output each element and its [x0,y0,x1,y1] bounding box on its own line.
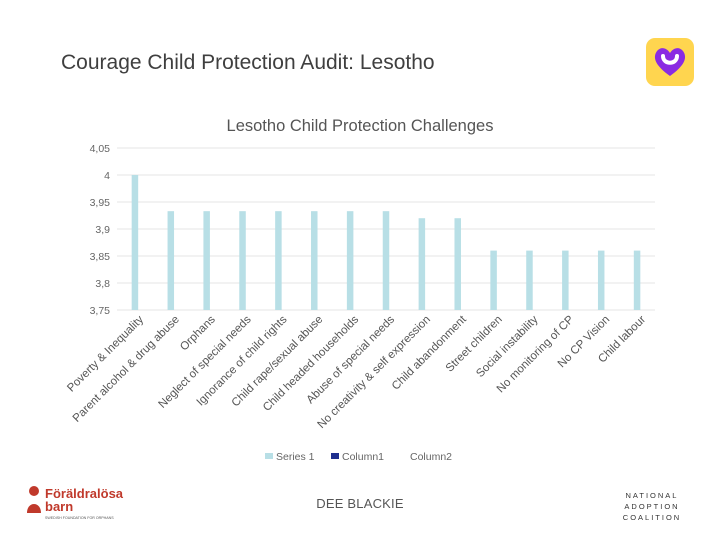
bar [454,218,461,310]
y-tick-label: 4,05 [90,143,111,155]
slide-title: Courage Child Protection Audit: Lesotho [61,51,435,74]
chart-bars [131,175,641,310]
legend-label: Column1 [342,451,384,463]
legend-swatch [331,453,339,459]
y-tick-label: 3,8 [95,278,110,290]
bar [239,211,246,310]
y-tick-label: 3,9 [95,224,110,236]
chart-title: Lesotho Child Protection Challenges [227,117,494,135]
logo-nac-line3: COALITION [623,513,681,522]
bar-chart: Lesotho Child Protection Challenges 4,05… [65,117,655,463]
presenter-name: DEE BLACKIE [316,496,404,511]
bar [633,250,641,310]
bar [311,211,318,310]
bar [167,211,175,310]
logo-small-text: SWEDISH FOUNDATION FOR ORPHANS [45,516,114,520]
legend-label: Series 1 [276,451,315,463]
bar [203,211,210,310]
bar [382,211,390,310]
foraldralosa-barn-logo: Föräldralösa barn SWEDISH FOUNDATION FOR… [27,486,124,520]
courage-heart-icon [646,38,694,86]
y-axis-ticks: 4,05 4 3,95 3,9 3,85 3,8 3,75 [90,143,111,317]
bar [418,218,426,310]
bar [526,250,533,310]
bar [490,250,497,310]
bar [562,250,569,310]
national-adoption-coalition-logo: NATIONAL ADOPTION COALITION [623,491,681,522]
logo-text-line1: Föräldralösa [45,486,124,501]
x-tick-label: Social instability [474,313,541,380]
logo-text-line2: barn [45,499,73,514]
legend-swatch [265,453,273,459]
logo-nac-line2: ADOPTION [624,502,679,511]
legend-label: Column2 [410,451,452,463]
logo-nac-line1: NATIONAL [626,491,679,500]
y-tick-label: 3,95 [90,197,111,209]
bar [275,211,282,310]
y-tick-label: 3,85 [90,251,111,263]
bar [346,211,354,310]
chart-legend: Series 1 Column1 Column2 [265,451,452,463]
logo-figure-body [27,504,41,513]
y-tick-label: 3,75 [90,305,111,317]
bar [131,175,139,310]
logo-figure-head [29,486,39,496]
bar [597,250,605,310]
y-tick-label: 4 [104,170,110,182]
